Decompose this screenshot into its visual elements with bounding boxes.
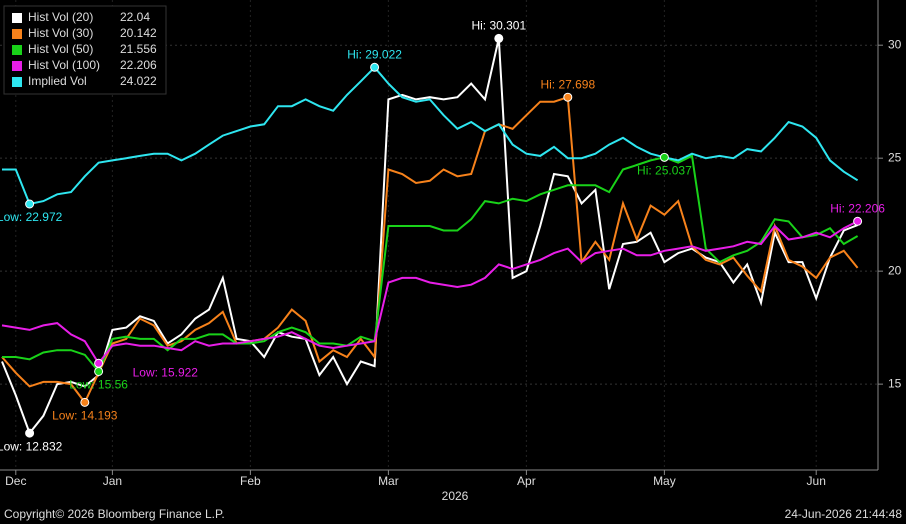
x-tick-label: Mar	[378, 474, 399, 488]
y-tick-label: 15	[888, 376, 902, 390]
extreme-marker	[94, 358, 104, 368]
extreme-label: Hi: 27.698	[540, 77, 595, 91]
x-tick-label: May	[653, 474, 676, 488]
extreme-marker	[80, 397, 90, 407]
legend: Hist Vol (20) 22.04 Hist Vol (30) 20.142 His…	[3, 5, 167, 95]
series-line	[1, 95, 859, 405]
x-tick-label: Apr	[517, 474, 536, 488]
legend-label: Hist Vol (100)	[28, 58, 100, 72]
extreme-marker	[370, 62, 380, 72]
footer-copyright: Copyright© 2026 Bloomberg Finance L.P.	[4, 507, 225, 521]
y-tick-label: 20	[888, 263, 902, 277]
legend-swatch	[12, 61, 22, 71]
series-line	[1, 220, 859, 366]
legend-swatch	[12, 77, 22, 87]
legend-box	[3, 5, 167, 95]
legend-label: Hist Vol (20)	[28, 10, 93, 24]
legend-value: 21.556	[120, 42, 157, 56]
extreme-marker	[94, 366, 104, 376]
year-label: 2026	[442, 489, 469, 503]
extreme-label: Hi: 30.301	[471, 19, 526, 33]
x-tick-label: Feb	[240, 474, 261, 488]
footer-timestamp: 24-Jun-2026 21:44:48	[785, 507, 903, 521]
series-line	[2, 65, 859, 206]
extreme-marker	[563, 92, 573, 102]
extreme-marker	[853, 216, 863, 226]
legend-value: 20.142	[120, 26, 157, 40]
legend-value: 24.022	[120, 74, 157, 88]
legend-value: 22.206	[120, 58, 157, 72]
x-tick-label: Dec	[5, 474, 26, 488]
legend-swatch	[12, 45, 22, 55]
x-tick-label: Jan	[103, 474, 122, 488]
extreme-label: Low: 14.193	[52, 409, 118, 423]
series-line	[1, 38, 858, 436]
extreme-marker	[25, 428, 35, 438]
extreme-label: Low: 12.832	[0, 439, 63, 453]
legend-value: 22.04	[120, 10, 150, 24]
x-tick-label: Jun	[807, 474, 826, 488]
extreme-label: Hi: 22.206	[830, 201, 885, 215]
legend-swatch	[12, 13, 22, 23]
legend-label: Implied Vol	[28, 74, 87, 88]
y-tick-label: 25	[888, 150, 902, 164]
extreme-label: Low: 15.922	[133, 365, 199, 379]
y-tick-label: 30	[888, 37, 902, 51]
extreme-marker	[659, 152, 669, 162]
extreme-marker	[494, 33, 504, 43]
extreme-label: Low: 15.56	[69, 378, 128, 392]
extreme-label: Low: 22.972	[0, 210, 63, 224]
extreme-marker	[25, 199, 35, 209]
series-line	[2, 154, 859, 374]
legend-label: Hist Vol (30)	[28, 26, 93, 40]
legend-label: Hist Vol (50)	[28, 42, 93, 56]
extreme-label: Hi: 25.037	[637, 164, 692, 178]
extreme-label: Hi: 29.022	[347, 47, 402, 61]
legend-swatch	[12, 29, 22, 39]
